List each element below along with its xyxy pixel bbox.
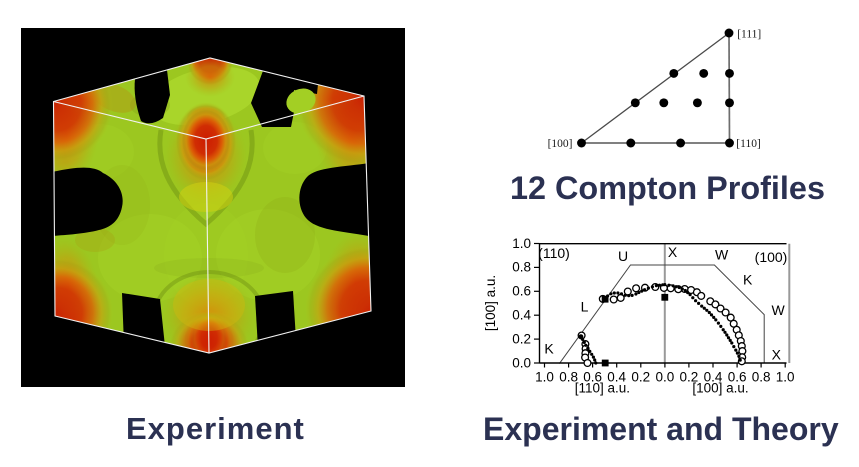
svg-text:1.0: 1.0 [776, 370, 795, 385]
svg-text:[100] a.u.: [100] a.u. [483, 275, 498, 331]
svg-text:K: K [743, 272, 753, 288]
svg-text:0.2: 0.2 [512, 331, 531, 346]
svg-text:0.4: 0.4 [607, 370, 626, 385]
svg-text:K: K [544, 341, 554, 357]
svg-text:0.8: 0.8 [559, 370, 578, 385]
svg-text:X: X [772, 347, 782, 363]
svg-text:L: L [581, 298, 589, 314]
svg-text:(100): (100) [755, 249, 788, 265]
svg-text:0.0: 0.0 [656, 370, 675, 385]
svg-text:[100]: [100] [548, 138, 573, 150]
svg-text:1.0: 1.0 [535, 370, 554, 385]
svg-text:0.6: 0.6 [512, 284, 531, 299]
svg-text:0.4: 0.4 [704, 370, 723, 385]
svg-text:0.2: 0.2 [631, 370, 650, 385]
svg-text:W: W [715, 247, 729, 263]
svg-text:[100] a.u.: [100] a.u. [692, 381, 748, 396]
svg-text:0.0: 0.0 [512, 355, 531, 370]
svg-text:0.6: 0.6 [728, 370, 747, 385]
svg-text:0.4: 0.4 [512, 308, 531, 323]
svg-text:W: W [771, 302, 785, 318]
svg-text:0.6: 0.6 [583, 370, 602, 385]
svg-text:[110]: [110] [736, 138, 760, 150]
svg-text:X: X [668, 244, 678, 260]
svg-text:0.8: 0.8 [752, 370, 771, 385]
svg-text:[110] a.u.: [110] a.u. [575, 381, 630, 396]
svg-text:U: U [618, 248, 628, 264]
svg-text:0.2: 0.2 [680, 370, 699, 385]
svg-text:1.0: 1.0 [512, 236, 531, 251]
svg-text:[111]: [111] [737, 28, 761, 40]
svg-text:0.8: 0.8 [512, 260, 531, 275]
svg-text:(110): (110) [538, 245, 570, 261]
